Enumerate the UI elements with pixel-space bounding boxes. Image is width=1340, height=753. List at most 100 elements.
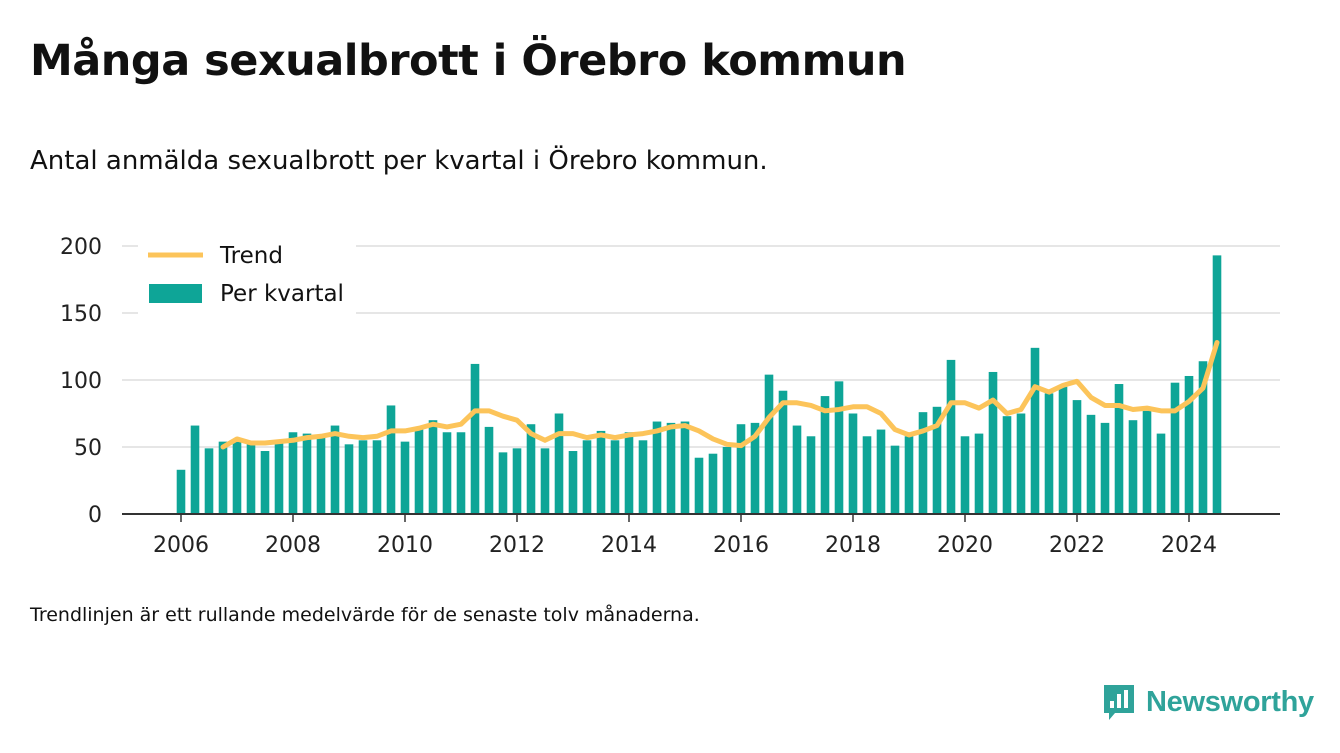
bar (582, 440, 592, 514)
legend: Trend Per kvartal (138, 236, 356, 316)
legend-label-per-kvartal: Per kvartal (220, 281, 344, 307)
bar (694, 457, 704, 514)
x-tick-label: 2024 (1161, 533, 1217, 558)
bar (1170, 382, 1180, 514)
bar (1142, 410, 1152, 514)
bar (764, 374, 774, 514)
x-tick-label: 2016 (713, 533, 769, 558)
bar (540, 448, 550, 514)
bar (890, 445, 900, 514)
bar (442, 432, 452, 514)
bar (638, 440, 648, 514)
bar (1086, 414, 1096, 514)
bar (512, 448, 522, 514)
y-tick-label: 150 (60, 302, 102, 327)
bar (834, 381, 844, 514)
x-tick-label: 2022 (1049, 533, 1105, 558)
bar (260, 451, 270, 514)
bar (1016, 413, 1026, 514)
bar (1100, 422, 1110, 514)
bar (946, 359, 956, 514)
bar (1114, 384, 1124, 514)
bar (722, 447, 732, 514)
x-tick-label: 2008 (265, 533, 321, 558)
bar (498, 452, 508, 514)
brand-name: Newsworthy (1146, 685, 1314, 718)
bar (246, 444, 256, 514)
bar (848, 413, 858, 514)
y-tick-label: 100 (60, 369, 102, 394)
bar (904, 436, 914, 514)
bar (960, 436, 970, 514)
bar (456, 432, 466, 514)
x-tick-label: 2014 (601, 533, 657, 558)
bar (1128, 420, 1138, 514)
x-tick-label: 2012 (489, 533, 545, 558)
legend-bar-swatch (149, 284, 202, 303)
trend-layer (220, 339, 1220, 450)
brand-logo[interactable]: Newsworthy (1102, 682, 1314, 722)
trend-line (220, 339, 1220, 450)
bar (792, 425, 802, 514)
chart-subtitle: Antal anmälda sexualbrott per kvartal i … (30, 146, 768, 176)
bar (736, 424, 746, 514)
bar (820, 396, 830, 514)
bar (414, 428, 424, 514)
bar-chart: 0 50 100 150 200 2006 2008 2010 2012 2014 2016 2018… (60, 235, 1280, 558)
x-tick-label: 2020 (937, 533, 993, 558)
bar (428, 420, 438, 514)
bar (302, 433, 312, 514)
bar (470, 363, 480, 514)
bar (666, 422, 676, 514)
y-tick-label: 0 (88, 503, 102, 528)
bar (218, 441, 228, 514)
bar (1058, 386, 1068, 514)
bar (1072, 400, 1082, 514)
bar (708, 453, 718, 514)
bar (750, 422, 760, 514)
bar (652, 421, 662, 514)
bar (1198, 361, 1208, 514)
bar (778, 390, 788, 514)
x-tick-label: 2006 (153, 533, 209, 558)
bar (610, 440, 620, 514)
bar (974, 433, 984, 514)
y-tick-label: 200 (60, 235, 102, 260)
bar-chart-speech-bubble-icon (1104, 685, 1134, 720)
bar (176, 469, 186, 514)
bar (1184, 375, 1194, 514)
bar (330, 425, 340, 514)
bar (932, 406, 942, 514)
bar (204, 448, 214, 514)
bar (876, 429, 886, 514)
bar (806, 436, 816, 514)
bar (386, 405, 396, 514)
bar (372, 440, 382, 514)
bar (400, 441, 410, 514)
x-tick-label: 2010 (377, 533, 433, 558)
bar (484, 426, 494, 514)
y-tick-label: 50 (74, 436, 102, 461)
axes: 0 50 100 150 200 2006 2008 2010 2012 2014 2016 2018… (60, 235, 1280, 558)
bar (988, 371, 998, 514)
bar (568, 451, 578, 514)
bar (1044, 393, 1054, 514)
bar (190, 425, 200, 514)
chart-title: Många sexualbrott i Örebro kommun (30, 36, 907, 86)
bar (624, 432, 634, 514)
bar (1156, 433, 1166, 514)
bar (862, 436, 872, 514)
bar (288, 432, 298, 514)
bar (680, 421, 690, 514)
bar (358, 440, 368, 514)
bar (1030, 347, 1040, 514)
bar (554, 413, 564, 514)
footnote: Trendlinjen är ett rullande medelvärde f… (30, 604, 700, 626)
bar (344, 444, 354, 514)
bar (232, 440, 242, 514)
bar (918, 412, 928, 514)
bar (1212, 255, 1222, 514)
bar (1002, 416, 1012, 514)
bar (316, 437, 326, 514)
bar (526, 424, 536, 514)
